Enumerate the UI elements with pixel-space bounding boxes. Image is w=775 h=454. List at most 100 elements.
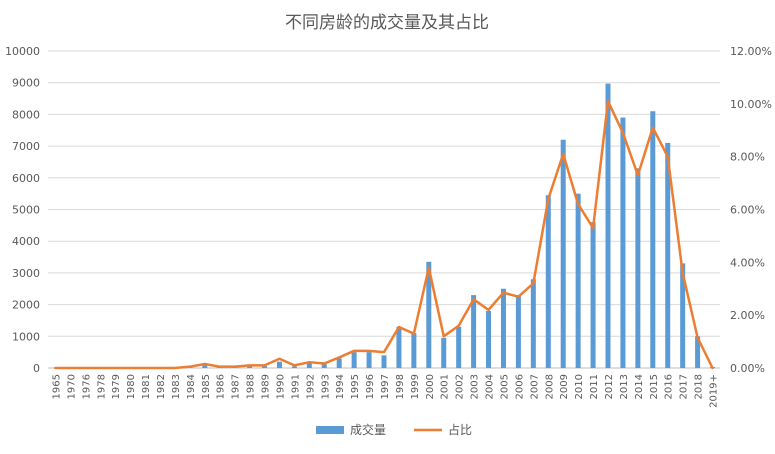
bar bbox=[486, 311, 491, 368]
x-tick-label: 2018 bbox=[694, 374, 705, 399]
x-tick-label: 1976 bbox=[81, 374, 92, 399]
x-tick-label: 1983 bbox=[171, 374, 182, 399]
y-left-tick-label: 3000 bbox=[12, 267, 40, 280]
bar bbox=[411, 333, 416, 368]
y-right-tick-label: 6.00% bbox=[730, 204, 765, 217]
x-tick-label: 1987 bbox=[231, 374, 242, 399]
bar bbox=[322, 364, 327, 368]
bar bbox=[456, 327, 461, 368]
bar bbox=[531, 279, 536, 368]
legend-label: 占比 bbox=[448, 422, 472, 437]
x-tick-label: 1991 bbox=[290, 374, 301, 399]
x-tick-label: 2008 bbox=[544, 374, 555, 399]
x-tick-label: 1995 bbox=[350, 374, 361, 399]
bar bbox=[382, 355, 387, 368]
x-tick-label: 2002 bbox=[455, 374, 466, 399]
x-tick-label: 1981 bbox=[141, 374, 152, 399]
x-tick-label: 2012 bbox=[604, 374, 615, 399]
bar bbox=[471, 295, 476, 368]
x-tick-label: 2017 bbox=[679, 374, 690, 399]
x-tick-label: 2016 bbox=[664, 374, 675, 399]
x-tick-label: 1965 bbox=[51, 374, 62, 399]
x-tick-label: 1990 bbox=[275, 374, 286, 399]
bar bbox=[546, 195, 551, 368]
x-tick-label: 1994 bbox=[335, 374, 346, 399]
x-tick-label: 2004 bbox=[485, 374, 496, 399]
x-tick-label: 1993 bbox=[320, 374, 331, 399]
bar bbox=[307, 363, 312, 368]
y-axis-left: 0 1000 2000 3000 4000 5000 6000 7000 8000 9000 100… bbox=[5, 45, 40, 375]
x-tick-label: 1999 bbox=[410, 374, 421, 399]
x-tick-label: 1982 bbox=[156, 374, 167, 399]
x-tick-label: 1997 bbox=[380, 374, 391, 399]
gridlines bbox=[48, 51, 720, 368]
x-tick-label: 1970 bbox=[66, 374, 77, 399]
x-tick-label: 2019+ bbox=[709, 374, 720, 408]
x-tick-label: 2005 bbox=[499, 374, 510, 399]
legend: 成交量 占比 bbox=[316, 422, 472, 437]
bar bbox=[576, 194, 581, 368]
y-left-tick-label: 1000 bbox=[12, 330, 40, 343]
legend-label: 成交量 bbox=[350, 422, 386, 437]
bar bbox=[650, 111, 655, 368]
x-tick-label: 2007 bbox=[529, 374, 540, 399]
line-series-path bbox=[55, 101, 712, 368]
y-left-tick-label: 8000 bbox=[12, 108, 40, 121]
y-left-tick-label: 7000 bbox=[12, 140, 40, 153]
x-tick-label: 2000 bbox=[425, 374, 436, 399]
bar bbox=[501, 289, 506, 368]
bar bbox=[591, 222, 596, 368]
bar bbox=[396, 327, 401, 368]
y-right-tick-label: 0.00% bbox=[730, 362, 765, 375]
y-right-tick-label: 2.00% bbox=[730, 309, 765, 322]
x-tick-label: 1996 bbox=[365, 374, 376, 399]
line-series bbox=[55, 101, 712, 368]
y-right-tick-label: 4.00% bbox=[730, 256, 765, 269]
x-tick-label: 2015 bbox=[649, 374, 660, 399]
bar bbox=[635, 168, 640, 368]
x-tick-label: 2006 bbox=[514, 374, 525, 399]
bar bbox=[352, 352, 357, 368]
y-right-tick-label: 12.00% bbox=[730, 45, 772, 58]
x-tick-label: 2014 bbox=[634, 374, 645, 399]
bar-series bbox=[53, 84, 715, 368]
x-tick-label: 2003 bbox=[470, 374, 481, 399]
x-tick-label: 1985 bbox=[201, 374, 212, 399]
y-right-tick-label: 8.00% bbox=[730, 151, 765, 164]
bar bbox=[620, 118, 625, 368]
x-tick-label: 1988 bbox=[246, 374, 257, 399]
chart-title: 不同房龄的成交量及其占比 bbox=[285, 13, 489, 33]
x-tick-label: 1992 bbox=[305, 374, 316, 399]
y-left-tick-label: 5000 bbox=[12, 204, 40, 217]
x-tick-label: 1986 bbox=[216, 374, 227, 399]
legend-item: 占比 bbox=[414, 422, 472, 437]
y-left-tick-label: 2000 bbox=[12, 299, 40, 312]
x-tick-label: 1984 bbox=[186, 374, 197, 399]
bar bbox=[441, 338, 446, 368]
bar bbox=[561, 140, 566, 368]
x-tick-label: 2013 bbox=[619, 374, 630, 399]
y-left-tick-label: 10000 bbox=[5, 45, 40, 58]
x-tick-label: 2009 bbox=[559, 374, 570, 399]
x-tick-label: 2001 bbox=[440, 374, 451, 399]
y-left-tick-label: 4000 bbox=[12, 235, 40, 248]
legend-swatch-bar bbox=[316, 426, 344, 434]
y-left-tick-label: 0 bbox=[33, 362, 40, 375]
y-right-tick-label: 10.00% bbox=[730, 98, 772, 111]
bar bbox=[337, 358, 342, 368]
x-tick-label: 2011 bbox=[589, 374, 600, 399]
bar bbox=[277, 362, 282, 368]
x-tick-label: 1980 bbox=[126, 374, 137, 399]
y-left-tick-label: 6000 bbox=[12, 172, 40, 185]
bar bbox=[292, 366, 297, 368]
legend-item: 成交量 bbox=[316, 422, 386, 437]
x-tick-label: 1989 bbox=[261, 374, 272, 399]
bar bbox=[516, 295, 521, 368]
bar bbox=[367, 352, 372, 368]
y-left-tick-label: 9000 bbox=[12, 77, 40, 90]
x-tick-label: 1978 bbox=[96, 374, 107, 399]
x-tick-label: 1998 bbox=[395, 374, 406, 399]
